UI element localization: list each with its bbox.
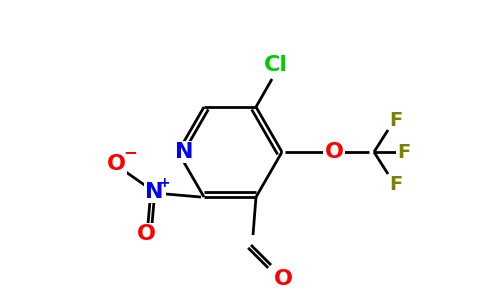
Text: F: F <box>397 142 410 161</box>
Text: F: F <box>389 175 403 194</box>
Text: N: N <box>145 182 163 202</box>
Text: +: + <box>158 176 170 190</box>
Text: Cl: Cl <box>264 55 288 75</box>
Text: F: F <box>389 110 403 130</box>
Text: N: N <box>175 142 193 162</box>
Text: O: O <box>324 142 344 162</box>
Text: −: − <box>123 143 137 161</box>
Text: O: O <box>106 154 125 174</box>
Text: O: O <box>136 224 155 244</box>
Text: O: O <box>273 269 292 289</box>
